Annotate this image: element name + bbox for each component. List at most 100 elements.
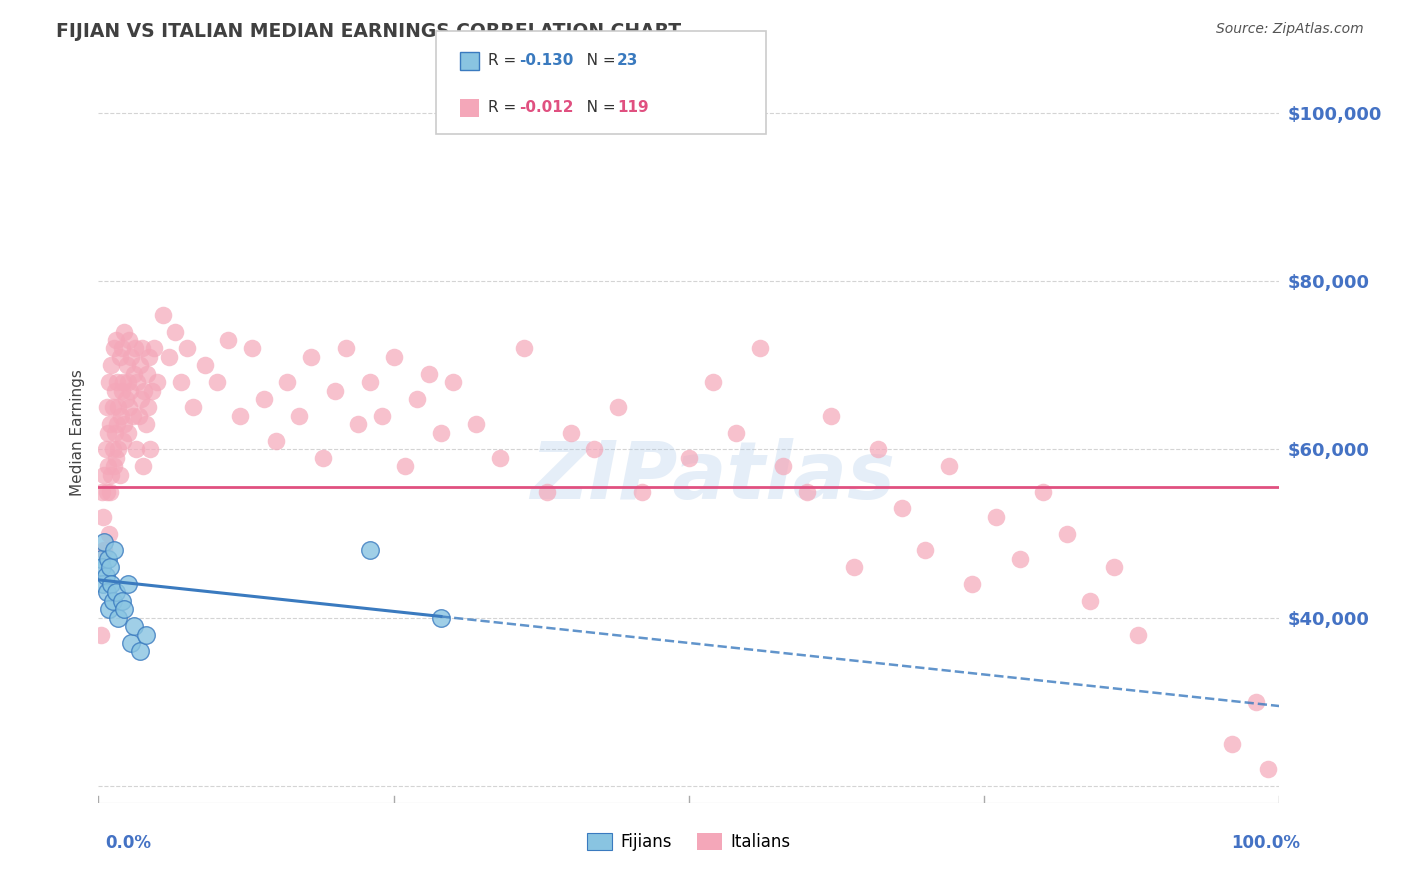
Point [748,342,770,356]
Point [135,417,157,432]
Text: 0.0%: 0.0% [105,834,152,852]
Point [96,401,118,415]
Point [772,459,794,474]
Text: R =: R = [488,54,522,68]
Point [560,425,582,440]
Point [101,442,124,457]
Point [98,526,121,541]
Point [139,442,162,457]
Text: Source: ZipAtlas.com: Source: ZipAtlas.com [1216,22,1364,37]
Y-axis label: Median Earnings: Median Earnings [70,369,86,496]
Point [844,560,866,574]
Point [107,442,129,457]
Point [111,384,134,398]
Point [135,627,157,641]
Point [796,484,818,499]
Point [607,401,630,415]
Point [1244,695,1267,709]
Point [138,350,160,364]
Point [441,375,464,389]
Point [110,409,132,423]
Point [128,644,150,658]
Point [117,425,139,440]
Point [359,375,381,389]
Point [124,342,146,356]
Point [1126,627,1149,641]
Point [323,384,346,398]
Point [217,333,239,347]
Point [98,417,121,432]
Point [141,384,163,398]
Point [112,602,135,616]
Point [536,484,558,499]
Point [112,325,135,339]
Point [105,333,128,347]
Point [678,450,700,465]
Point [122,367,145,381]
Point [157,350,180,364]
Point [91,484,114,499]
Point [118,401,141,415]
Point [630,484,652,499]
Point [101,594,124,608]
Point [117,577,139,591]
Point [371,409,394,423]
Point [382,350,405,364]
Point [107,401,129,415]
Point [100,359,122,373]
Point [406,392,429,406]
Point [112,375,135,389]
Point [97,551,120,566]
Point [96,585,118,599]
Point [98,560,121,574]
Point [205,375,228,389]
Point [94,442,117,457]
Point [96,484,118,499]
Point [430,611,453,625]
Point [121,350,143,364]
Point [288,409,311,423]
Point [312,450,335,465]
Text: -0.012: -0.012 [519,101,574,115]
Point [91,560,114,574]
Point [725,425,748,440]
Point [115,359,138,373]
Point [90,551,112,566]
Point [91,509,114,524]
Text: ZIPatlas: ZIPatlas [530,438,896,516]
Point [97,425,120,440]
Text: N =: N = [572,54,620,68]
Point [94,568,117,582]
Point [347,417,370,432]
Point [134,384,156,398]
Point [104,425,127,440]
Point [890,501,912,516]
Point [299,350,322,364]
Point [111,342,134,356]
Text: FIJIAN VS ITALIAN MEDIAN EARNINGS CORRELATION CHART: FIJIAN VS ITALIAN MEDIAN EARNINGS CORREL… [56,22,682,41]
Point [108,350,131,364]
Point [103,543,125,558]
Point [103,342,125,356]
Point [240,342,263,356]
Point [131,342,153,356]
Point [100,467,122,482]
Point [105,417,128,432]
Point [142,342,165,356]
Point [98,602,121,616]
Point [93,535,115,549]
Point [229,409,252,423]
Point [105,375,128,389]
Point [128,409,150,423]
Point [91,577,114,591]
Point [152,308,174,322]
Point [112,417,135,432]
Point [194,359,217,373]
Text: -0.130: -0.130 [519,54,574,68]
Point [93,543,115,558]
Point [512,342,534,356]
Text: 23: 23 [617,54,638,68]
Point [1220,737,1243,751]
Point [117,375,139,389]
Point [938,459,960,474]
